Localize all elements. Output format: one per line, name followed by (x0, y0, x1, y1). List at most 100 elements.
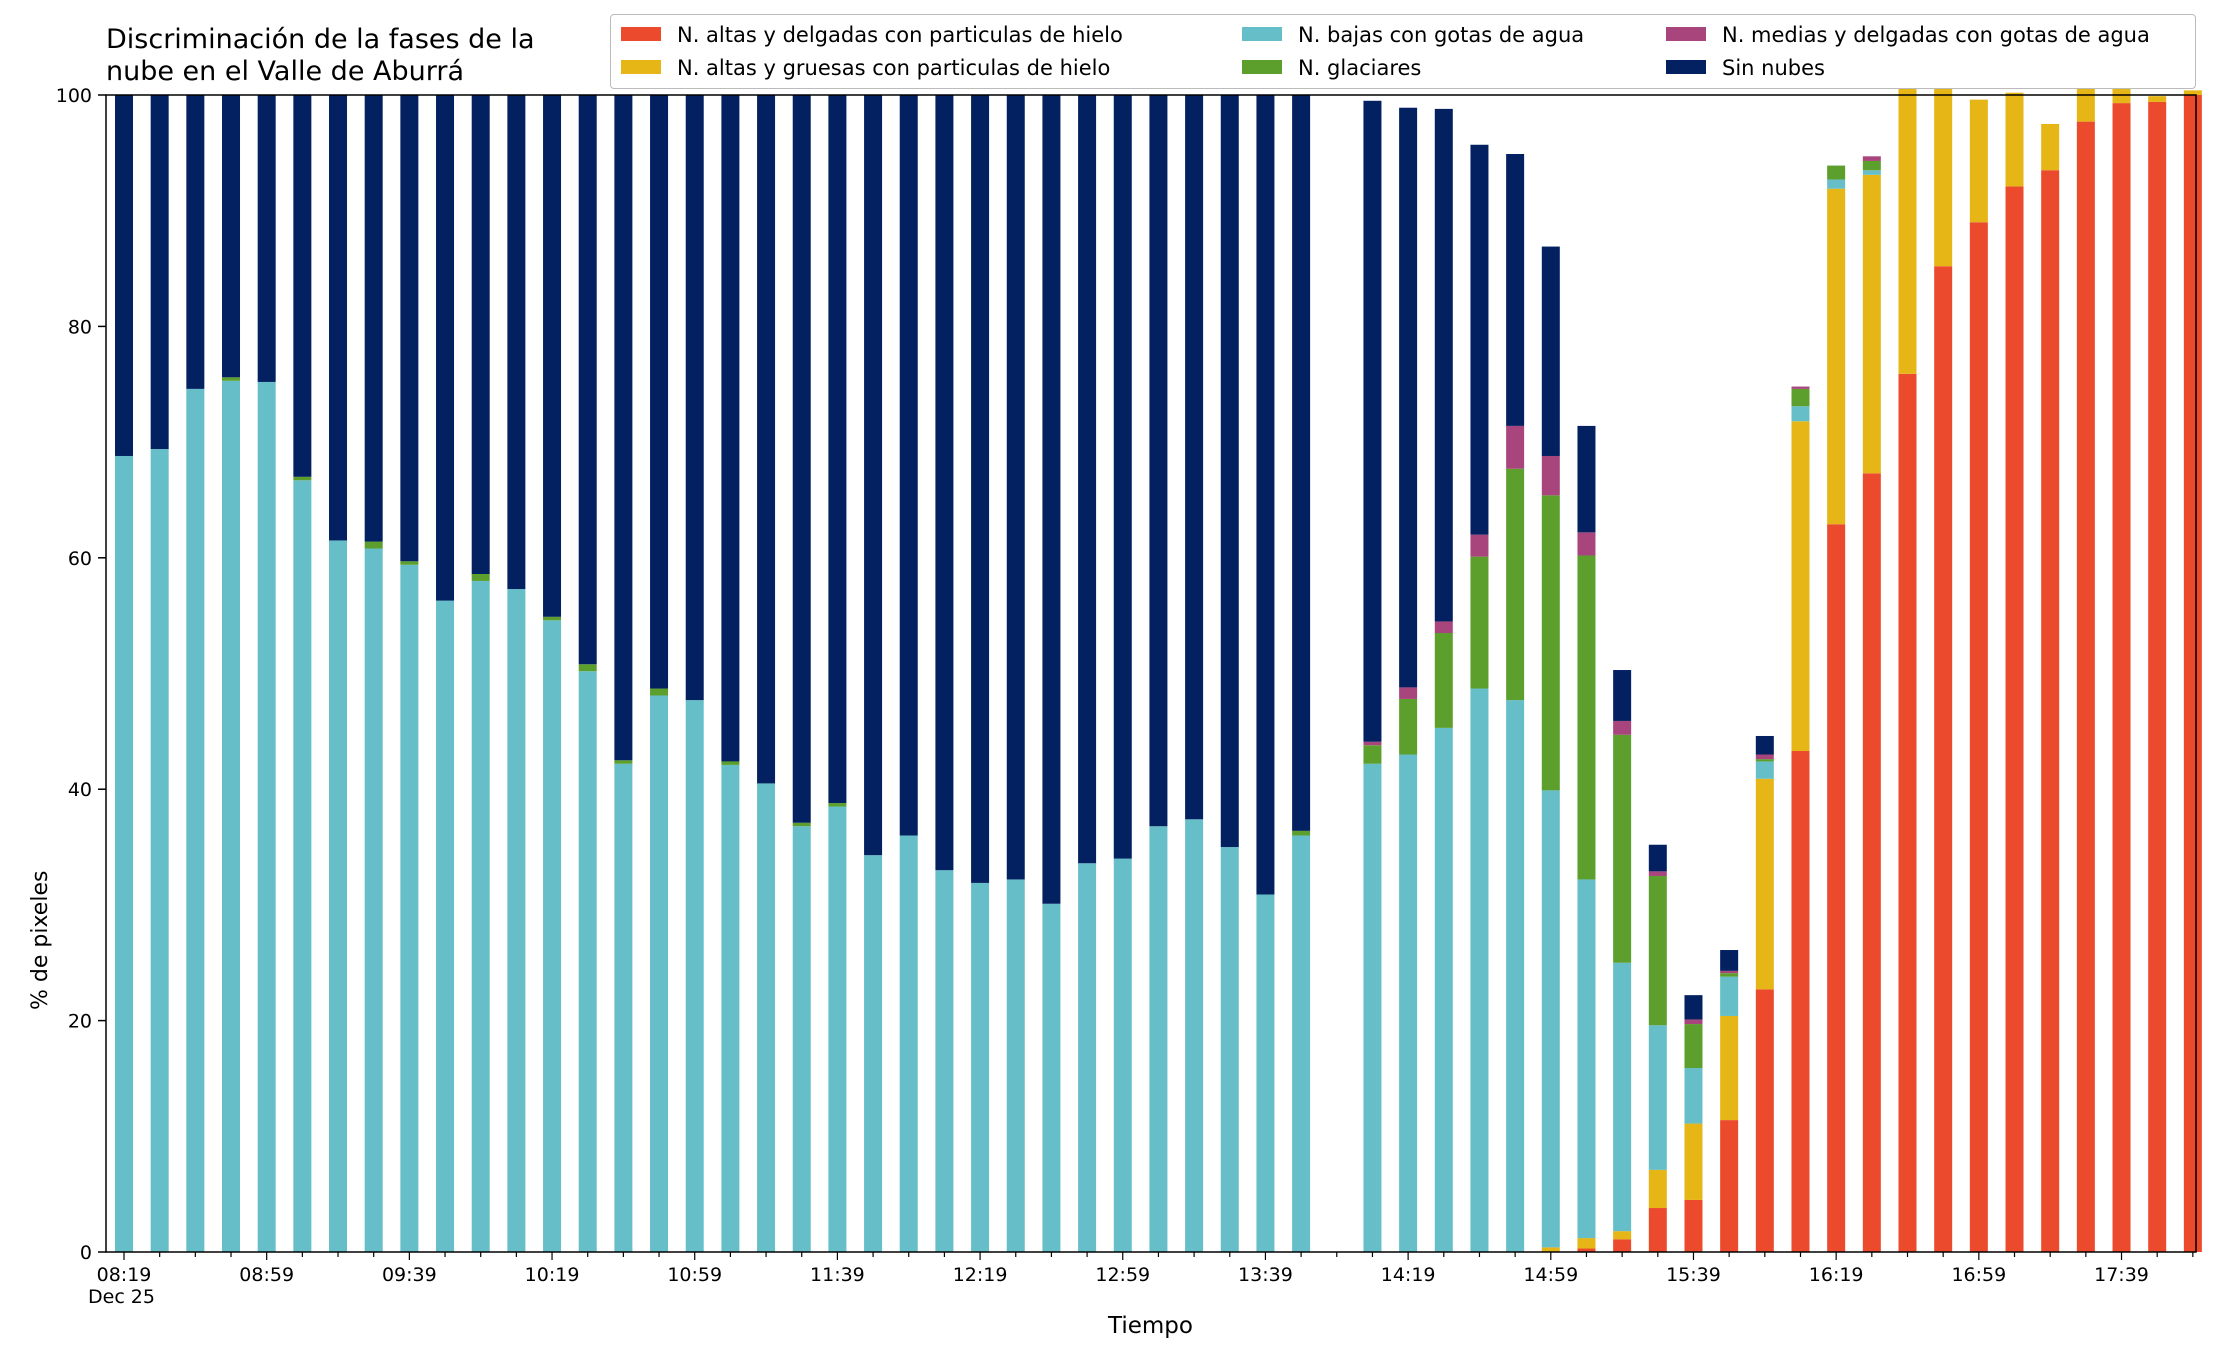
bar-segment (1720, 1120, 1739, 1252)
bar-segment (1434, 621, 1453, 634)
bar-segment (1363, 745, 1382, 764)
legend-item-medias: N. medias y delgadas con gotas de agua (1666, 22, 2150, 48)
x-tick-label: Dec 25 (88, 1286, 155, 1308)
legend-label: N. medias y delgadas con gotas de agua (1722, 23, 2150, 47)
bar-segment (1541, 495, 1560, 791)
bar-segment (1613, 720, 1632, 735)
bar-segment (1720, 950, 1739, 971)
bar-segment (1506, 700, 1525, 1252)
bar-segment (1934, 266, 1953, 1253)
bar-segment (1470, 534, 1489, 557)
bar-segment (650, 95, 669, 689)
bar-segment (1862, 174, 1881, 474)
x-tick-label: 14:59 (1523, 1264, 1578, 1286)
legend-item-altas-gruesas: N. altas y gruesas con particulas de hie… (621, 55, 1110, 81)
bar-segment (1399, 687, 1418, 699)
bar-segment (614, 760, 633, 764)
bar-segment (1363, 763, 1382, 1252)
bar-segment (1470, 556, 1489, 689)
bar-segment (864, 855, 883, 1252)
bar-segment (1827, 524, 1846, 1252)
bar-segment (293, 95, 312, 477)
bar-segment (1969, 99, 1988, 223)
x-tick-label: 12:19 (953, 1264, 1008, 1286)
bar-segment (543, 95, 562, 617)
bar-segment (1684, 995, 1703, 1020)
bar-segment (1363, 741, 1382, 746)
bar-segment (1434, 633, 1453, 728)
bar-segment (864, 95, 883, 856)
legend-swatch (1242, 60, 1282, 74)
bar-segment (1577, 1248, 1596, 1252)
bar-segment (1292, 95, 1311, 831)
bar-segment (1541, 246, 1560, 456)
bar-segment (1434, 727, 1453, 1252)
bar-segment (1149, 95, 1168, 827)
bar-segment (400, 95, 419, 562)
bar-segment (1042, 903, 1061, 1252)
bar-segment (364, 548, 383, 1252)
bar-segment (1113, 95, 1132, 859)
legend-item-bajas: N. bajas con gotas de agua (1242, 22, 1584, 48)
bar-segment (1577, 879, 1596, 1239)
legend-item-glaciares: N. glaciares (1242, 55, 1421, 81)
legend-swatch (1666, 27, 1706, 41)
bar-segment (1399, 754, 1418, 1252)
bar-segment (1898, 373, 1917, 1252)
x-tick-label: 13:39 (1238, 1264, 1293, 1286)
bar-segment (364, 541, 383, 549)
bar-segment (614, 95, 633, 761)
bar-segment (1185, 819, 1204, 1252)
bar-segment (721, 95, 740, 762)
x-tick-label: 14:19 (1381, 1264, 1436, 1286)
y-axis-label: % de pixeles (28, 870, 53, 1010)
bar-segment (1898, 69, 1917, 374)
bar-segment (1577, 1238, 1596, 1249)
bar-segment (2183, 95, 2202, 1252)
bar-segment (1613, 670, 1632, 721)
bar-segment (1613, 734, 1632, 963)
legend-swatch (1666, 60, 1706, 74)
legend-label: Sin nubes (1722, 56, 1825, 80)
bar-segment (1827, 179, 1846, 189)
bar-segment (685, 95, 704, 701)
bar-segment (1113, 858, 1132, 1252)
legend-item-sin-nubes: Sin nubes (1666, 55, 1825, 81)
y-tick-label: 80 (68, 316, 92, 338)
legend-label: N. altas y delgadas con particulas de hi… (677, 23, 1123, 47)
bar-segment (578, 664, 597, 672)
bar-segment (2041, 123, 2060, 171)
bar-segment (1648, 1169, 1667, 1209)
x-tick-label: 08:19 (97, 1264, 152, 1286)
bar-segment (329, 540, 348, 1252)
legend-item-altas-delgadas: N. altas y delgadas con particulas de hi… (621, 22, 1123, 48)
bar-segment (1755, 778, 1774, 990)
bar-segment (1684, 1199, 1703, 1252)
bar-segment (721, 764, 740, 1252)
bar-segment (1648, 1208, 1667, 1252)
bars-layer (115, 46, 2202, 1253)
bar-segment (1791, 421, 1810, 752)
y-tick-label: 20 (68, 1011, 92, 1033)
bar-segment (2076, 121, 2095, 1253)
bar-segment (1684, 1068, 1703, 1124)
bar-segment (650, 688, 669, 696)
bar-segment (115, 455, 133, 1252)
bar-segment (1292, 835, 1311, 1252)
bar-segment (1470, 144, 1489, 535)
bar-segment (650, 695, 669, 1252)
bar-segment (2005, 92, 2024, 187)
legend: N. altas y delgadas con particulas de hi… (610, 14, 2196, 89)
bar-segment (614, 763, 633, 1252)
bar-segment (1042, 95, 1061, 904)
legend-label: N. altas y gruesas con particulas de hie… (677, 56, 1111, 80)
bar-segment (471, 580, 490, 1252)
bar-segment (935, 870, 954, 1252)
bar-segment (1220, 95, 1239, 848)
x-tick-label: 16:59 (1951, 1264, 2006, 1286)
bar-segment (1720, 976, 1739, 1016)
bar-segment (971, 882, 990, 1252)
y-tick-label: 60 (68, 548, 92, 570)
bar-segment (1399, 107, 1418, 688)
x-tick-label: 12:59 (1095, 1264, 1150, 1286)
